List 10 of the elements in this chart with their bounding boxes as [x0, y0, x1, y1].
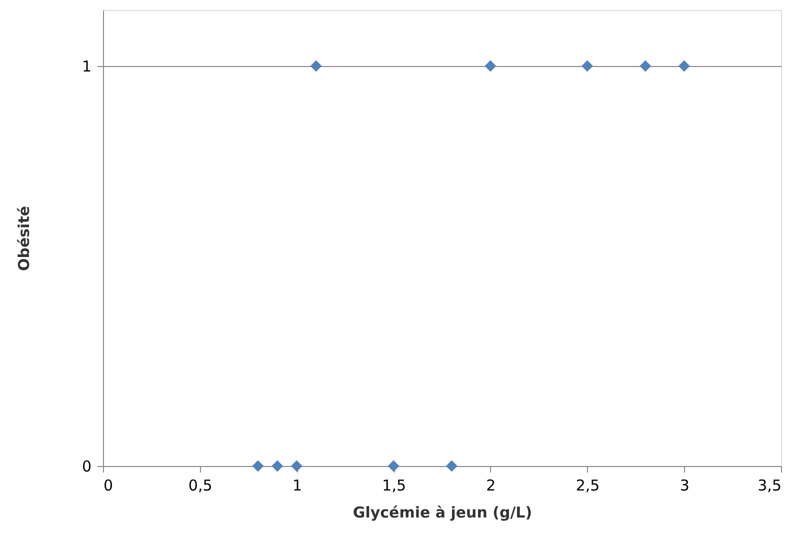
- x-tick-label: 3,5: [758, 476, 782, 494]
- x-tick-label: 2,5: [576, 476, 600, 494]
- x-tick-label: 0: [104, 476, 114, 494]
- x-tick-label: 0,5: [188, 476, 212, 494]
- y-axis-title: Obésité: [14, 206, 33, 272]
- x-axis-title: Glycémie à jeun (g/L): [352, 504, 532, 522]
- x-tick-label: 2: [486, 476, 496, 494]
- x-tick-label: 1: [292, 476, 302, 494]
- x-tick-label: 1,5: [382, 476, 406, 494]
- x-tick-label: 3: [680, 476, 690, 494]
